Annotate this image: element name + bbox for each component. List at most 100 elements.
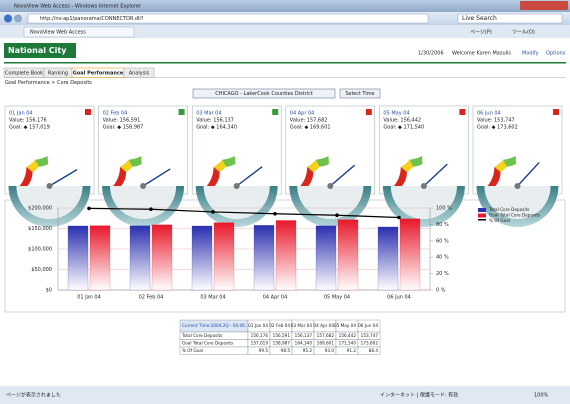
line-point	[273, 211, 277, 216]
table-cell-text: 88.4	[369, 348, 379, 353]
bar	[315, 225, 337, 291]
x-tick-label: 04 Apr 04	[263, 295, 288, 301]
table-cell-text: Goal Total Core Deposits	[182, 340, 233, 345]
gauge-band	[8, 186, 91, 227]
gauge-goal: Goal: ◆ 169,601	[290, 125, 331, 131]
table-cell-text: 156,176	[251, 333, 269, 338]
address-box[interactable]	[27, 13, 429, 24]
y2-tick-label: 40 %	[436, 255, 449, 261]
search-placeholder: Live Search	[462, 15, 497, 22]
table-cell-text: 99.5	[259, 348, 269, 353]
zone: インターネット | 保護モード: 有効	[380, 392, 458, 399]
district-dropdown[interactable]	[192, 88, 336, 99]
table-cell-text: 173,602	[361, 340, 379, 345]
select-time-button[interactable]	[339, 88, 381, 99]
table-header: 03 Mar 04	[291, 323, 313, 328]
gauge-value: Value: 156,137	[196, 118, 234, 124]
table-cell-text: 157,682	[317, 333, 335, 338]
table-header: 05 May 04	[334, 323, 356, 328]
gauge-band	[484, 186, 551, 219]
header-date: 1/30/2006	[418, 51, 444, 57]
page-menu[interactable]: ページ(P)	[470, 30, 492, 36]
table-cell-text: 157,019	[251, 340, 269, 345]
x-tick-label: 03 Mar 04	[200, 295, 225, 301]
gauge-panel	[379, 105, 469, 195]
options-link[interactable]: Options	[546, 51, 566, 57]
status-icon	[85, 109, 91, 115]
gauge-band	[487, 166, 501, 186]
gauge-goal: Goal: ◆ 164,340	[196, 125, 237, 131]
gauge-value: Value: 156,591	[103, 118, 141, 124]
table-header: 02 Feb 04	[269, 323, 290, 328]
gauge-band	[382, 186, 465, 227]
y2-tick-label: 20 %	[436, 271, 449, 277]
legend-label: Total Core Deposits	[488, 207, 529, 212]
back-button[interactable]	[4, 14, 12, 23]
zoom[interactable]: 100%	[534, 393, 549, 399]
gauge-needle	[142, 168, 171, 187]
nav-tab[interactable]	[123, 67, 155, 78]
gauge-band	[476, 186, 559, 227]
legend-swatch	[478, 213, 486, 218]
nav-tab-label: Complete Book	[5, 71, 43, 77]
gauge-date: 03 Mar 04	[196, 111, 221, 117]
gauge-band	[203, 186, 270, 220]
gauge-band	[128, 156, 142, 167]
nav-tab-label: Ranking	[48, 71, 68, 77]
status-icon	[459, 109, 466, 115]
gauge-needle	[516, 161, 540, 187]
title-bar	[0, 0, 570, 12]
search-box[interactable]	[457, 13, 563, 24]
status-bar	[0, 386, 570, 404]
table-cell-text: 98.5	[281, 348, 291, 353]
y2-tick-label: 100 %	[436, 206, 452, 212]
gauge-date: 01 Jan 04	[9, 111, 33, 117]
x-tick-label: 01 Jan 04	[77, 295, 101, 301]
bar	[67, 225, 89, 291]
table-cell-text: 91.2	[347, 348, 357, 353]
table-header: 06 Jun 04	[358, 323, 378, 328]
gauge-band	[35, 156, 49, 167]
line-point	[335, 213, 339, 218]
toolbar	[0, 25, 570, 38]
gauge-band	[390, 186, 457, 220]
browser-tab[interactable]	[23, 26, 135, 38]
bar	[275, 220, 297, 291]
line-point	[211, 210, 215, 214]
gauge-goal: Goal: ◆ 158,987	[103, 125, 144, 131]
line-point	[87, 206, 91, 211]
table-cell-text: 95.2	[303, 348, 313, 353]
y-tick-label: $100,000	[28, 247, 52, 253]
tools-menu[interactable]: ツール(O)	[512, 30, 535, 36]
table-cell-text: 171,540	[339, 340, 357, 345]
gauge-band	[206, 166, 220, 186]
table-cell-text: 153,747	[361, 333, 379, 338]
breadcrumb: Goal Performance > Core Deposits	[5, 80, 92, 86]
table-cell-text: 169,601	[317, 340, 335, 345]
forward-button[interactable]	[14, 14, 22, 23]
gauge-panel	[191, 105, 282, 195]
gauge-date: 05 May 04	[383, 111, 409, 117]
gauge-goal: Goal: ◆ 171,540	[383, 125, 424, 131]
gauge-needle	[236, 166, 263, 187]
gauge-band	[16, 186, 83, 220]
gauge-band	[19, 166, 33, 186]
line-point	[149, 207, 153, 212]
x-tick-label: 02 Feb 04	[139, 295, 164, 301]
gauge-hub	[233, 183, 240, 189]
bar	[377, 226, 399, 291]
status-icon	[365, 109, 372, 115]
window-controls[interactable]	[520, 1, 568, 10]
gauge-band	[110, 186, 177, 219]
browser-tab-title: NovaView Web Access	[30, 30, 86, 36]
gauge-band	[26, 159, 39, 172]
gauge-hub	[327, 183, 334, 189]
gauge-panel	[98, 105, 188, 195]
status-icon	[178, 109, 185, 115]
modify-link[interactable]: Modify	[522, 51, 539, 57]
table-header: Current Time:2004.2Q - 04.06...	[182, 323, 249, 328]
gauge-panel	[472, 105, 563, 195]
nav-tab-label: Goal Performance	[73, 71, 124, 77]
gauge-hub	[46, 183, 53, 189]
